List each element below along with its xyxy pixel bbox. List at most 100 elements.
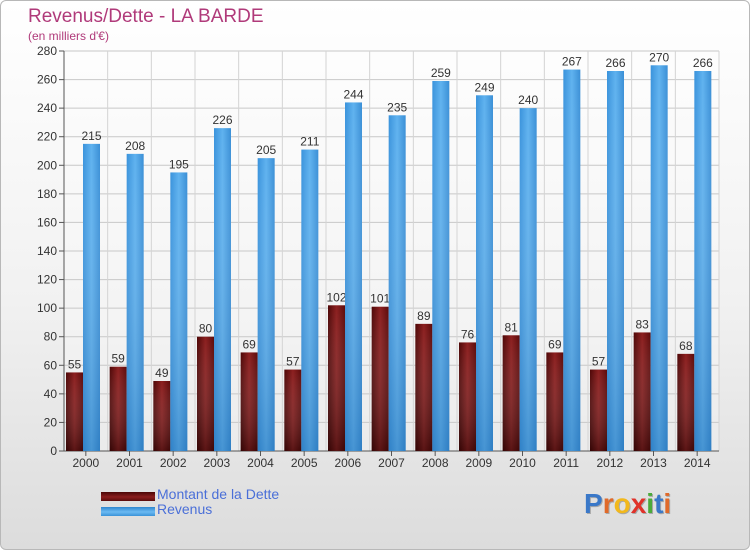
y-tick-label: 60 <box>44 358 58 372</box>
bar-dette-shade <box>240 352 258 451</box>
x-tick-label: 2006 <box>334 456 361 470</box>
y-tick-label: 220 <box>37 130 57 144</box>
bar-revenus-shade <box>388 115 406 452</box>
bar-revenus-shade <box>519 108 537 452</box>
data-label-revenus: 266 <box>605 56 625 70</box>
bar-dette-shade <box>459 342 476 451</box>
logo-letter: r <box>602 488 614 519</box>
y-tick-label: 0 <box>50 444 57 458</box>
bar-dette-shade <box>502 335 520 451</box>
bar-revenus-shade <box>170 172 188 451</box>
bar-revenus-shade <box>83 143 100 451</box>
data-label-dette: 69 <box>242 337 256 351</box>
bar-dette-shade <box>328 305 345 451</box>
y-tick-label: 200 <box>37 158 57 172</box>
y-tick-label: 160 <box>37 215 57 229</box>
data-label-dette: 81 <box>504 320 518 334</box>
legend-label-dette: Montant de la Dette <box>157 486 280 502</box>
bar-revenus-shade <box>345 102 362 451</box>
bar-dette-shade <box>284 369 302 451</box>
data-label-revenus: 249 <box>474 80 494 94</box>
data-label-dette: 59 <box>111 352 125 366</box>
bar-dette-shade <box>371 306 389 451</box>
logo-letter: o <box>613 488 631 519</box>
x-tick-label: 2012 <box>596 456 623 470</box>
data-label-revenus: 240 <box>518 93 538 107</box>
x-tick-label: 2004 <box>247 456 274 470</box>
data-label-dette: 101 <box>370 292 390 306</box>
bar-dette-shade <box>546 352 564 451</box>
data-label-dette: 55 <box>68 357 82 371</box>
data-label-revenus: 270 <box>649 50 669 64</box>
data-label-dette: 49 <box>155 366 169 380</box>
data-label-dette: 83 <box>635 317 649 331</box>
bar-dette-shade <box>66 372 83 451</box>
logo-letter: P <box>584 488 603 519</box>
y-tick-label: 20 <box>44 415 58 429</box>
x-tick-label: 2002 <box>160 456 187 470</box>
y-tick-label: 240 <box>37 101 57 115</box>
x-tick-label: 2011 <box>553 456 579 470</box>
x-tick-label: 2005 <box>291 456 318 470</box>
bar-revenus-shade <box>257 158 275 451</box>
y-tick-label: 280 <box>37 44 57 58</box>
y-tick-label: 120 <box>37 273 57 287</box>
y-tick-label: 260 <box>37 73 57 87</box>
data-label-revenus: 244 <box>343 87 363 101</box>
logo-letter: t <box>654 488 664 519</box>
legend-swatch-revenus <box>101 507 155 516</box>
bar-dette-shade <box>590 369 607 451</box>
y-tick-label: 180 <box>37 187 57 201</box>
data-label-dette: 57 <box>592 355 606 369</box>
x-tick-label: 2001 <box>116 456 143 470</box>
logo-letter: x <box>630 488 647 519</box>
y-tick-label: 80 <box>44 330 58 344</box>
data-label-revenus: 226 <box>212 113 232 127</box>
data-label-revenus: 259 <box>431 66 451 80</box>
bar-revenus-shade <box>301 149 319 452</box>
bar-revenus-shade <box>650 65 668 452</box>
data-label-dette: 69 <box>548 337 562 351</box>
data-label-dette: 89 <box>417 309 431 323</box>
data-label-dette: 80 <box>199 322 213 336</box>
data-label-dette: 57 <box>286 355 300 369</box>
data-label-revenus: 208 <box>125 139 145 153</box>
x-tick-label: 2000 <box>72 456 99 470</box>
data-label-revenus: 211 <box>300 135 319 149</box>
y-tick-label: 140 <box>37 244 57 258</box>
bar-revenus-shade <box>214 128 231 451</box>
x-tick-label: 2003 <box>203 456 230 470</box>
bar-dette-shade <box>109 366 127 451</box>
x-tick-label: 2008 <box>422 456 449 470</box>
x-tick-label: 2010 <box>509 456 536 470</box>
data-label-revenus: 205 <box>256 143 276 157</box>
data-label-revenus: 266 <box>693 56 713 70</box>
data-label-revenus: 235 <box>387 100 407 114</box>
y-tick-label: 40 <box>44 387 58 401</box>
bar-revenus-shade <box>476 95 493 452</box>
data-label-dette: 102 <box>326 290 346 304</box>
chart-subtitle: (en milliers d'€) <box>28 29 109 43</box>
data-label-dette: 76 <box>461 327 475 341</box>
bar-revenus-shade <box>126 153 144 451</box>
bar-revenus-shade <box>563 69 581 452</box>
logo-letter: i <box>646 488 655 519</box>
chart-title: Revenus/Dette - LA BARDE <box>28 6 264 27</box>
bar-revenus-shade <box>607 71 624 451</box>
data-label-revenus: 195 <box>169 157 189 171</box>
bar-dette-shade <box>677 353 695 451</box>
data-label-revenus: 215 <box>81 129 101 143</box>
legend-swatch-dette <box>101 492 155 501</box>
logo-letter: i <box>663 488 672 519</box>
x-tick-label: 2013 <box>640 456 667 470</box>
bar-dette-shade <box>415 323 433 451</box>
bar-revenus-shade <box>432 81 450 451</box>
x-tick-label: 2014 <box>684 456 711 470</box>
x-tick-label: 2009 <box>465 456 492 470</box>
bar-dette-shade <box>153 381 171 451</box>
data-label-revenus: 267 <box>562 55 582 69</box>
legend-label-revenus: Revenus <box>157 501 213 517</box>
data-label-dette: 68 <box>679 339 693 353</box>
